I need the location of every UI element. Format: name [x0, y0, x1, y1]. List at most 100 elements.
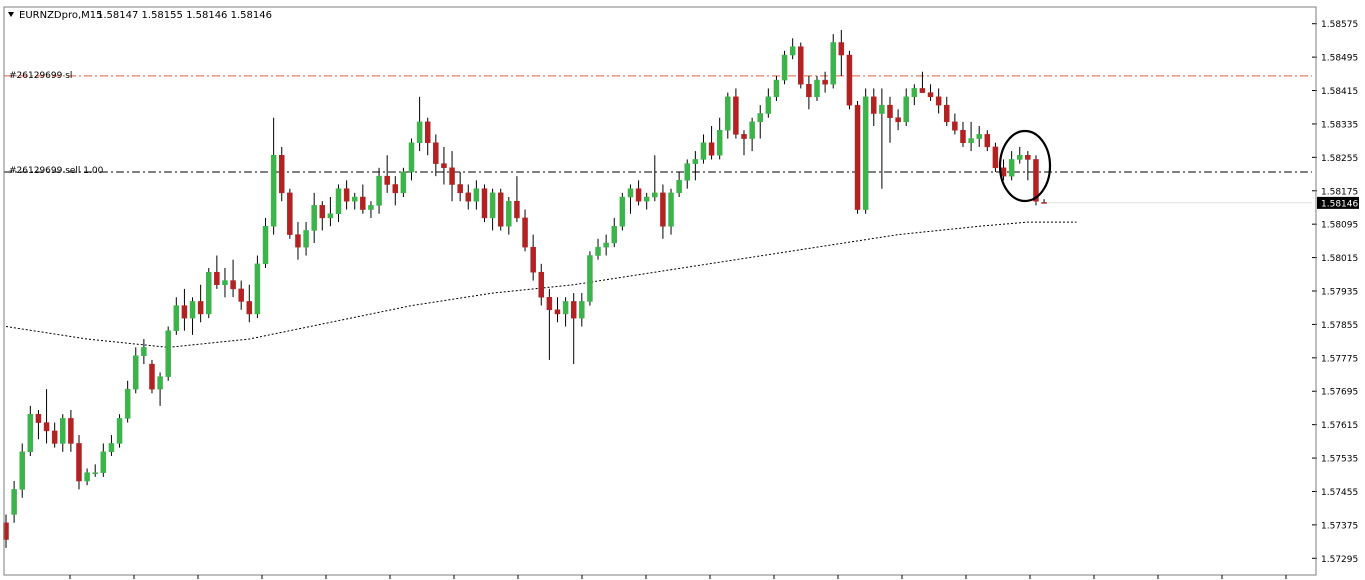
candle-body: [773, 79, 780, 98]
candle-body: [76, 443, 82, 482]
candle-body: [449, 167, 455, 185]
candle: [749, 117, 755, 152]
candle: [408, 138, 415, 181]
candle: [1041, 199, 1047, 204]
candle-body: [43, 422, 50, 432]
price-tick-label: 1.57935: [1321, 288, 1358, 298]
candle: [376, 167, 382, 214]
candle: [489, 188, 496, 231]
candle-body: [376, 175, 382, 206]
ohlc-values: 1.58147 1.58155 1.58146 1.58146: [97, 10, 272, 21]
candle: [725, 92, 731, 139]
candle: [652, 155, 658, 202]
candle: [1008, 151, 1015, 181]
candle-body: [944, 104, 950, 123]
candle: [911, 84, 918, 106]
candle-body: [725, 96, 731, 131]
moving-average-layer: [5, 221, 1077, 348]
candle-body: [976, 134, 982, 139]
candle-body: [206, 271, 212, 315]
price-tick-label: 1.58415: [1321, 87, 1358, 97]
candle: [368, 201, 374, 218]
candle: [538, 263, 545, 306]
candle: [51, 422, 58, 448]
candle-body: [854, 104, 861, 210]
candle: [473, 180, 480, 210]
candle: [343, 180, 350, 210]
candle-body: [757, 113, 763, 123]
candle-body: [554, 309, 561, 315]
candle: [741, 130, 747, 156]
current-price-tag: 1.58146: [1317, 196, 1359, 209]
candle: [214, 255, 220, 289]
candle-body: [789, 46, 796, 56]
candle-body: [765, 96, 772, 114]
candle-body: [911, 88, 918, 98]
order-lines-layer: [4, 75, 1312, 173]
candle-body: [1017, 155, 1023, 160]
candle: [684, 159, 690, 189]
candle-body: [562, 301, 569, 315]
candle: [822, 71, 828, 93]
candle-body: [189, 301, 196, 319]
candle-body: [343, 188, 350, 202]
time-axis-ticks: [69, 575, 1287, 579]
candle-body: [627, 188, 634, 198]
candle: [84, 468, 90, 486]
candle: [197, 284, 204, 323]
candle: [173, 297, 180, 335]
price-tick-label: 1.57775: [1321, 354, 1358, 364]
candle: [222, 268, 228, 298]
candle-body: [230, 280, 236, 290]
candle-body: [262, 226, 269, 265]
highlight-circle: [998, 129, 1052, 203]
candle: [424, 117, 431, 156]
candle: [554, 297, 561, 323]
candle: [935, 88, 942, 114]
candle: [976, 126, 982, 147]
candle-body: [822, 79, 828, 85]
candle-body: [684, 163, 690, 181]
candle: [92, 464, 98, 477]
triangle-down-icon[interactable]: [8, 12, 14, 17]
candle: [262, 217, 269, 269]
candle-body: [408, 142, 415, 173]
candle-body: [781, 54, 788, 81]
candle-body: [927, 92, 934, 98]
candle-body: [514, 200, 520, 219]
candle: [181, 288, 188, 331]
candle-body: [879, 104, 885, 114]
current-price-tag-text: 1.58146: [1321, 199, 1358, 209]
candle: [27, 405, 34, 456]
candle-body: [798, 46, 804, 85]
candle-body: [400, 171, 407, 194]
candle: [35, 410, 42, 440]
candle-body: [749, 121, 755, 139]
candle: [708, 126, 715, 160]
candle: [838, 29, 845, 76]
price-tick-label: 1.57295: [1321, 555, 1358, 565]
candle: [668, 188, 674, 235]
sl-line-label: #26129699 sl: [9, 71, 72, 81]
candle-body: [668, 192, 674, 227]
candle-body: [68, 418, 74, 444]
candle: [230, 259, 236, 298]
candle: [619, 192, 626, 231]
candle: [854, 100, 861, 214]
candle: [627, 184, 634, 214]
sell-line-label: #26129699 sell 1.00: [9, 166, 104, 176]
price-tick-label: 1.58095: [1321, 221, 1358, 231]
price-tick-label: 1.58335: [1321, 120, 1358, 130]
candle: [919, 71, 926, 93]
price-tick-label: 1.57695: [1321, 388, 1358, 398]
candle-body: [392, 184, 399, 194]
candle-body: [846, 54, 853, 106]
price-tick-label: 1.57855: [1321, 321, 1358, 331]
candle-body: [1033, 159, 1039, 202]
candle-body: [51, 430, 58, 444]
price-tick-label: 1.57375: [1321, 521, 1358, 531]
candle-body: [603, 242, 609, 248]
candle-body: [895, 117, 901, 123]
candle-body: [311, 205, 317, 231]
